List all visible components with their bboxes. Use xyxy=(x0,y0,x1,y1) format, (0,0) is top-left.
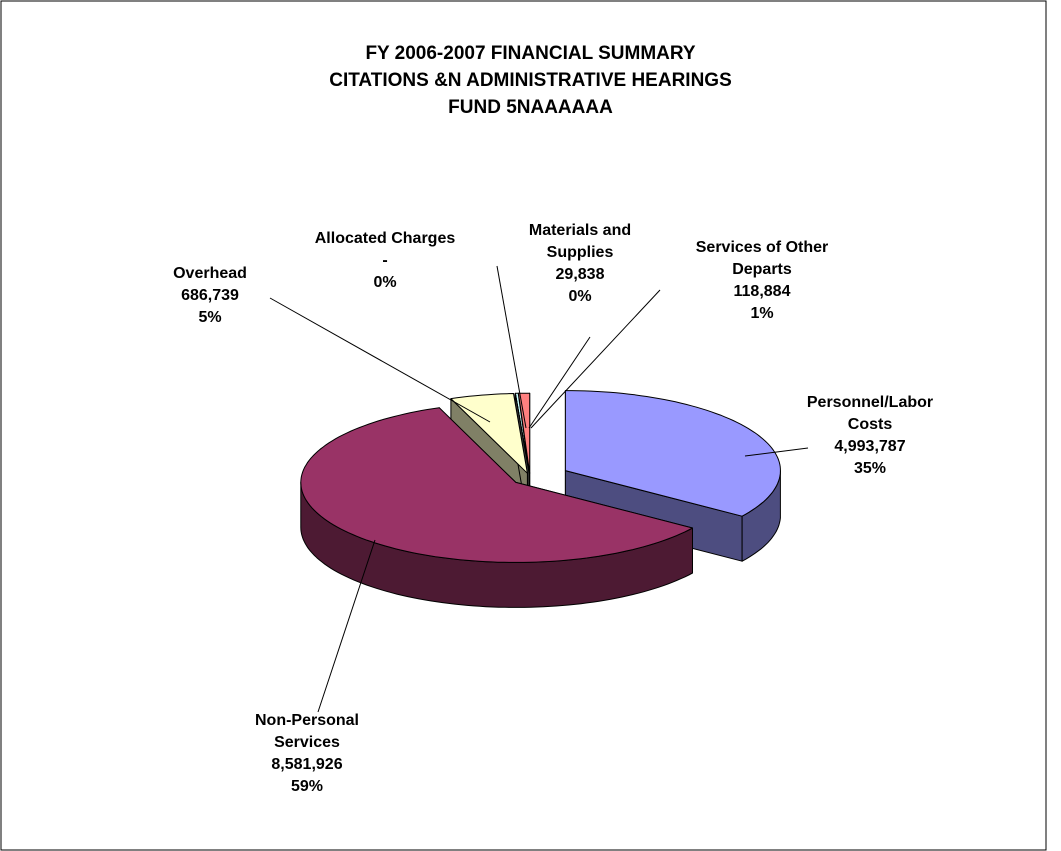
title-line: FUND 5NAAAAAA xyxy=(448,97,613,118)
label-name: Personnel/Labor Costs xyxy=(806,394,934,433)
label-percent: 0% xyxy=(373,274,397,291)
data-label: Materials and Supplies 29,838 0% xyxy=(515,220,645,308)
label-name: Overhead xyxy=(173,265,247,282)
data-label: Non-Personal Services 8,581,926 59% xyxy=(232,710,382,798)
label-value: 29,838 xyxy=(555,266,605,283)
title-line: CITATIONS &N ADMINISTRATIVE HEARINGS xyxy=(329,70,732,91)
data-label: Personnel/Labor Costs 4,993,787 35% xyxy=(795,392,945,480)
label-percent: 5% xyxy=(198,309,222,326)
slice xyxy=(450,393,528,474)
label-name: Allocated Charges xyxy=(314,230,456,247)
leader-line xyxy=(269,297,491,423)
slice xyxy=(564,390,781,517)
chart-title: FY 2006-2007 FINANCIAL SUMMARY CITATIONS… xyxy=(0,40,1061,121)
leader-line xyxy=(317,539,376,713)
label-percent: 59% xyxy=(290,778,324,795)
slice xyxy=(300,407,693,563)
slice xyxy=(514,392,530,474)
leader-line xyxy=(530,289,661,429)
data-label: Services of Other Departs 118,884 1% xyxy=(672,237,852,325)
leader-line xyxy=(496,265,527,429)
label-name: Materials and Supplies xyxy=(528,222,632,261)
label-percent: 1% xyxy=(750,305,774,322)
title-line: FY 2006-2007 FINANCIAL SUMMARY xyxy=(365,43,696,64)
label-percent: 35% xyxy=(853,460,887,477)
label-value: 686,739 xyxy=(181,287,239,304)
data-label: Allocated Charges - 0% xyxy=(285,228,485,294)
leader-line xyxy=(528,336,591,429)
label-value: 4,993,787 xyxy=(834,438,906,455)
label-value: 118,884 xyxy=(733,283,791,300)
label-name: Non-Personal Services xyxy=(254,712,359,751)
label-name: Services of Other Departs xyxy=(695,239,829,278)
label-value: 8,581,926 xyxy=(271,756,343,773)
leader-line xyxy=(744,447,809,457)
label-percent: 0% xyxy=(568,288,592,305)
data-label: Overhead 686,739 5% xyxy=(145,263,275,329)
label-value: - xyxy=(382,252,388,269)
